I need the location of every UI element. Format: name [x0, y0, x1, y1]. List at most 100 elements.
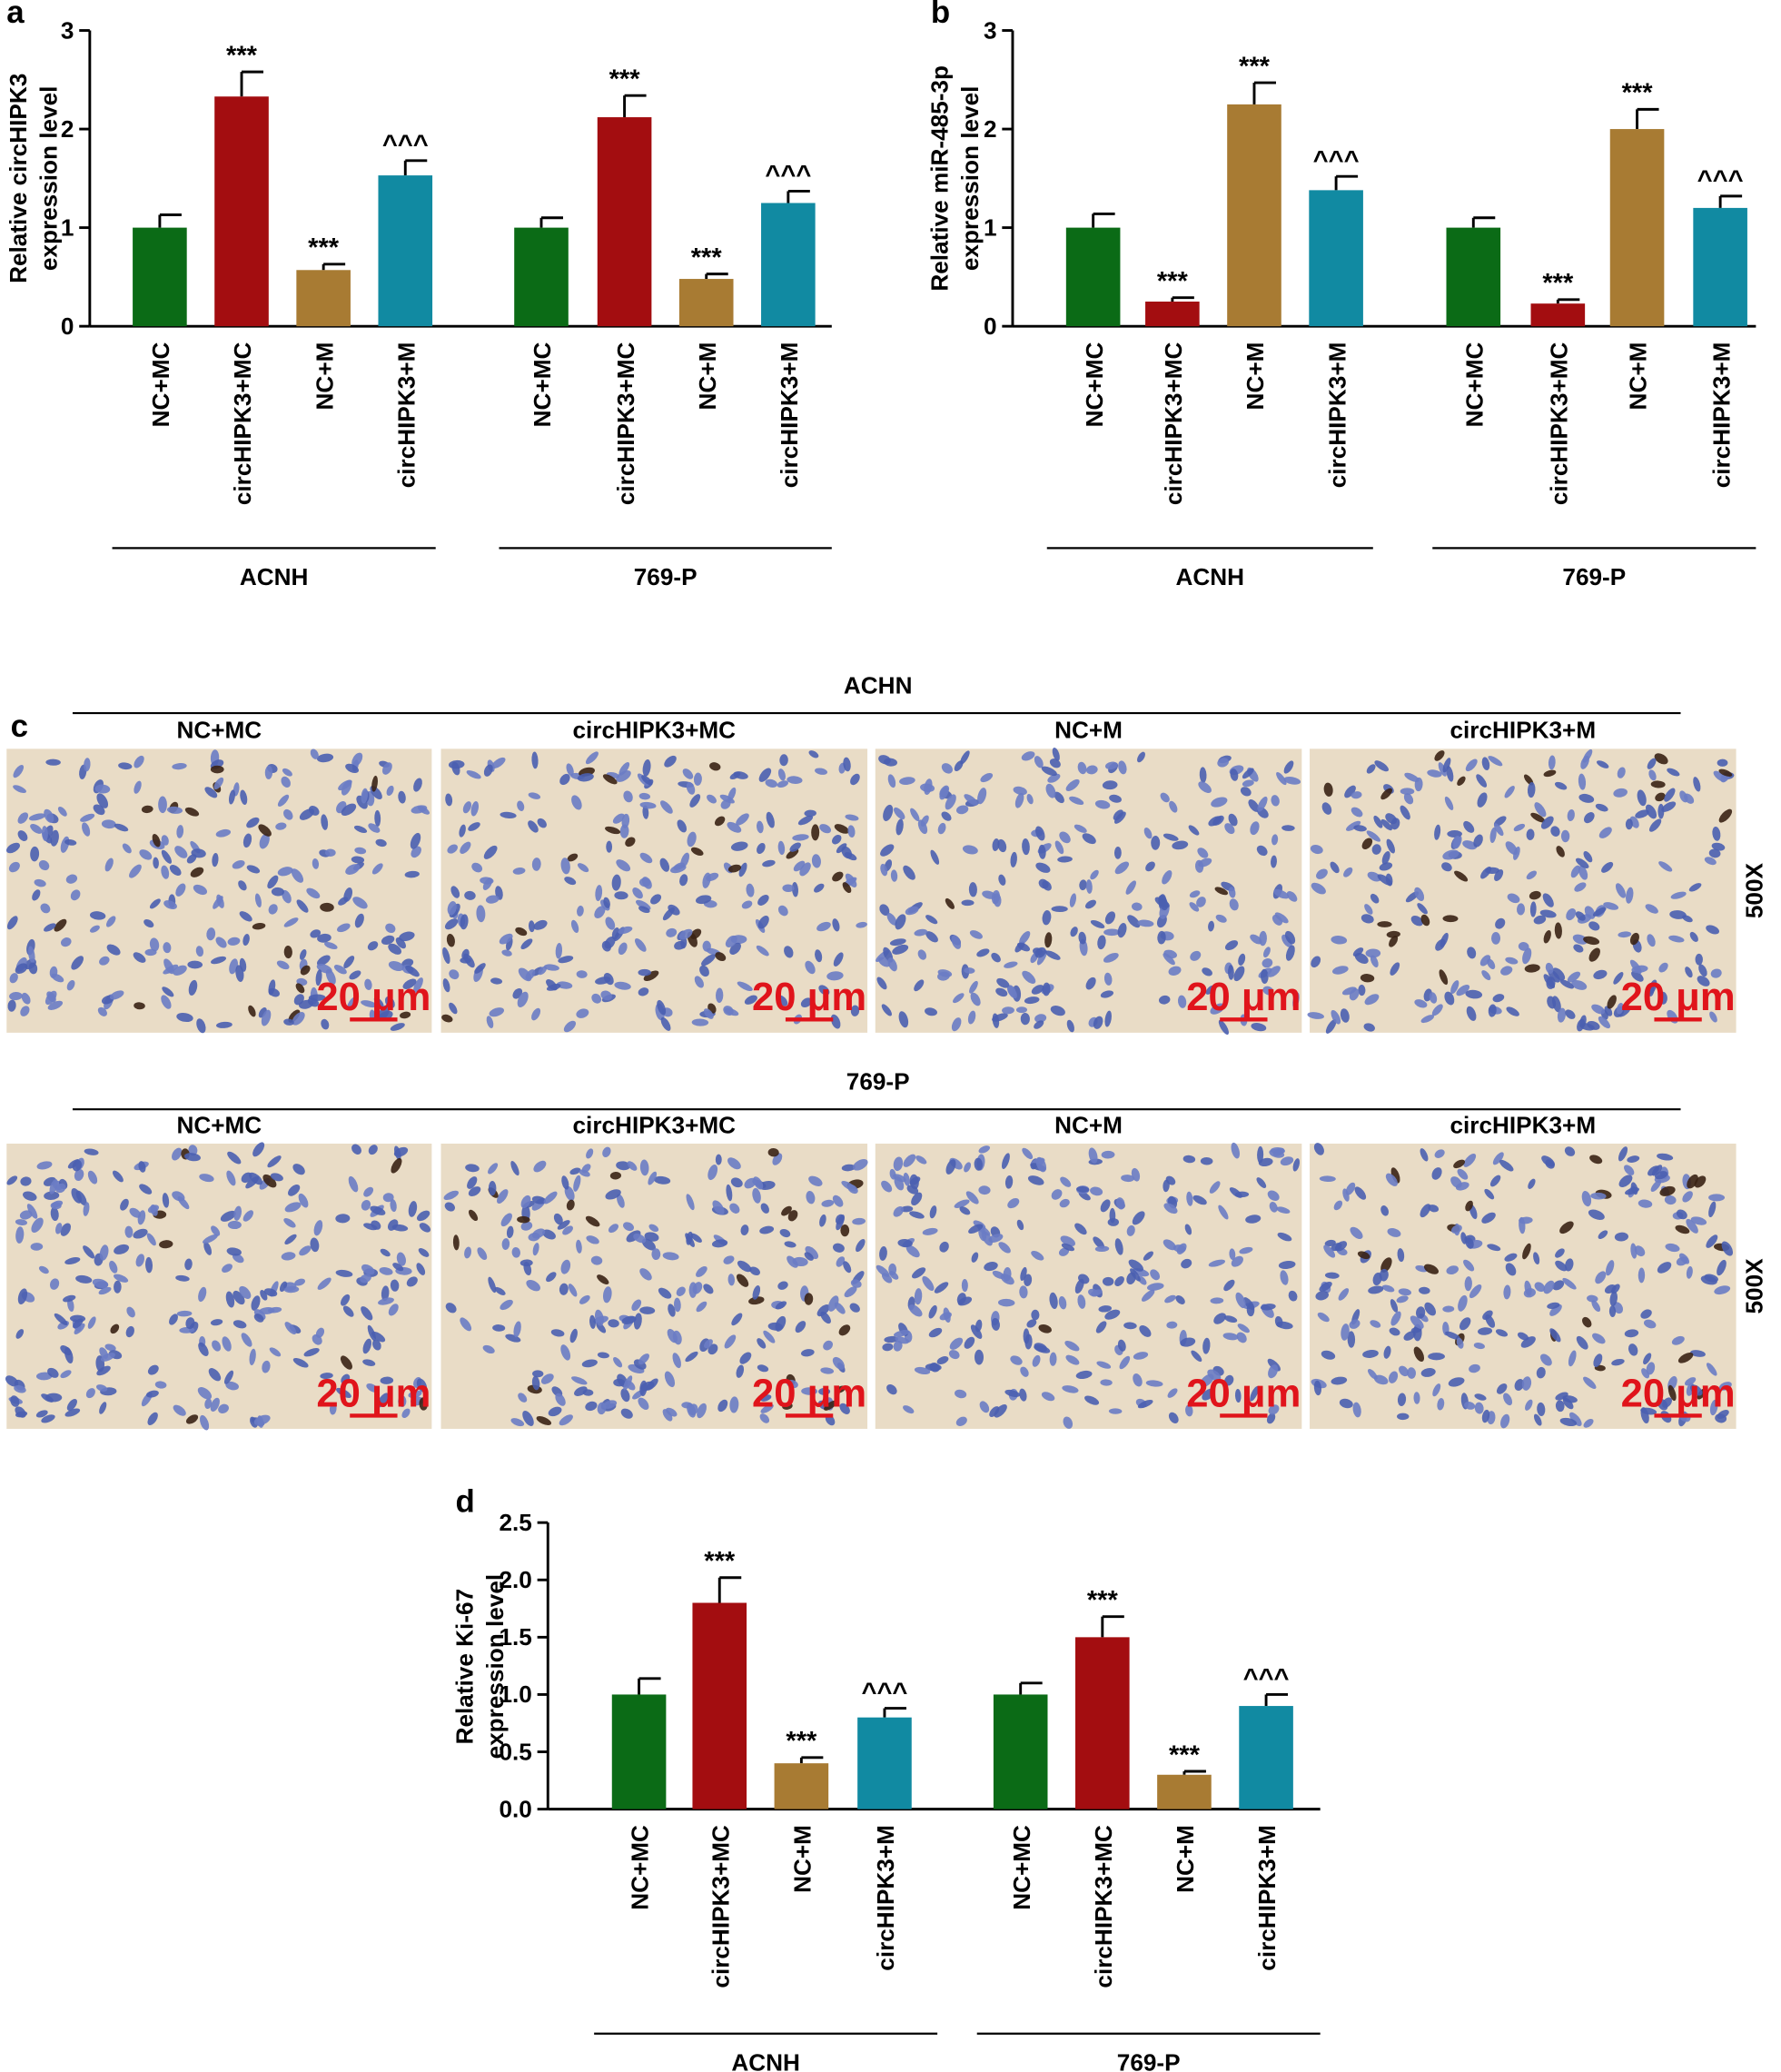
cell-nucleus — [824, 1400, 837, 1411]
cell-nucleus — [1539, 909, 1557, 918]
cell-nucleus — [1583, 1376, 1597, 1389]
bar — [514, 227, 569, 327]
cell-nucleus — [227, 1220, 242, 1230]
cell-nucleus — [361, 1000, 377, 1008]
panel-label: a — [6, 0, 25, 30]
cell-nucleus — [1607, 995, 1617, 1009]
cell-nucleus — [122, 843, 132, 854]
cell-nucleus — [202, 1234, 218, 1244]
cell-nucleus — [382, 1193, 394, 1203]
cell-nucleus — [1034, 1020, 1044, 1029]
cell-nucleus — [1706, 1363, 1717, 1376]
cell-nucleus — [1353, 825, 1367, 832]
cell-nucleus — [1020, 1012, 1030, 1026]
x-tick-label: circHIPK3+M — [1253, 1825, 1281, 1971]
cell-nucleus — [31, 1217, 44, 1234]
cell-nucleus — [1346, 820, 1361, 831]
cell-nucleus — [893, 1156, 904, 1172]
cell-nucleus — [765, 778, 778, 788]
cell-nucleus — [161, 835, 169, 846]
cell-nucleus — [9, 992, 23, 1001]
cell-nucleus — [576, 970, 588, 978]
cell-nucleus — [1007, 1198, 1020, 1209]
cell-nucleus — [460, 841, 471, 854]
cell-nucleus — [210, 1319, 223, 1326]
cell-nucleus — [1004, 961, 1018, 968]
x-tick-label: circHIPK3+M — [872, 1825, 899, 1971]
cell-nucleus — [146, 1390, 159, 1398]
cell-nucleus — [533, 919, 548, 930]
cell-nucleus — [1390, 962, 1400, 976]
cell-nucleus — [627, 1161, 638, 1171]
cell-nucleus — [1238, 953, 1246, 966]
cell-nucleus — [577, 863, 589, 873]
cell-nucleus — [283, 808, 293, 820]
cell-nucleus — [226, 1170, 236, 1186]
bar — [214, 96, 269, 327]
x-tick-label: NC+MC — [1460, 342, 1488, 427]
cell-nucleus — [1569, 1412, 1582, 1427]
cell-nucleus — [1706, 1234, 1718, 1248]
cell-nucleus — [1693, 777, 1701, 792]
cell-nucleus — [853, 1159, 868, 1171]
cell-nucleus — [1023, 1328, 1030, 1344]
cell-nucleus — [1059, 1198, 1070, 1208]
micrograph — [875, 1142, 1302, 1429]
cell-nucleus — [1121, 1175, 1135, 1183]
cell-nucleus — [106, 944, 121, 956]
cell-nucleus — [241, 1333, 252, 1347]
cell-nucleus — [1659, 1185, 1676, 1196]
cell-nucleus — [1578, 773, 1587, 790]
cell-nucleus — [664, 1371, 676, 1388]
cell-nucleus — [1108, 1408, 1123, 1414]
cell-nucleus — [1517, 1332, 1529, 1341]
cell-nucleus — [841, 1181, 856, 1192]
cell-nucleus — [850, 773, 860, 786]
cell-nucleus — [1069, 893, 1076, 907]
cell-nucleus — [1319, 1282, 1332, 1292]
cell-nucleus — [299, 949, 307, 960]
cell-nucleus — [620, 1388, 630, 1403]
cell-nucleus — [688, 1403, 698, 1415]
cell-nucleus — [1521, 1376, 1532, 1391]
cell-nucleus — [520, 938, 533, 949]
cell-nucleus — [370, 1205, 386, 1215]
cell-nucleus — [1288, 1290, 1298, 1302]
cell-nucleus — [408, 1390, 422, 1398]
cell-nucleus — [836, 1256, 846, 1267]
cell-nucleus — [172, 762, 187, 770]
cell-nucleus — [658, 1287, 672, 1299]
cell-nucleus — [1213, 1313, 1226, 1324]
cell-nucleus — [1708, 848, 1721, 858]
cell-nucleus — [1381, 1284, 1395, 1293]
cell-nucleus — [835, 1385, 846, 1393]
cell-nucleus — [1379, 1268, 1389, 1282]
cell-nucleus — [1608, 1305, 1617, 1318]
cell-nucleus — [1514, 1379, 1525, 1391]
cell-nucleus — [1583, 1418, 1594, 1428]
cell-nucleus — [1123, 1322, 1137, 1330]
cell-nucleus — [653, 1175, 671, 1185]
cell-nucleus — [47, 1367, 59, 1378]
cell-nucleus — [1185, 1404, 1193, 1417]
cell-nucleus — [605, 1189, 621, 1200]
cell-nucleus — [1413, 1346, 1425, 1362]
cell-nucleus — [567, 853, 579, 862]
y-axis-label: expression level — [481, 1574, 509, 1760]
cell-nucleus — [903, 1154, 916, 1167]
cell-nucleus — [1559, 1417, 1578, 1427]
cell-nucleus — [1697, 976, 1710, 986]
cell-nucleus — [1442, 1305, 1455, 1313]
cell-nucleus — [1500, 1413, 1510, 1429]
cell-nucleus — [1629, 932, 1639, 946]
cell-nucleus — [1539, 1353, 1552, 1366]
cell-nucleus — [569, 1328, 578, 1343]
cell-nucleus — [306, 887, 321, 899]
cell-nucleus — [915, 1155, 927, 1165]
cell-nucleus — [939, 1241, 949, 1253]
cell-nucleus — [1196, 897, 1206, 907]
cell-nucleus — [1638, 1199, 1653, 1208]
cell-nucleus — [727, 1274, 736, 1286]
column-label: circHIPK3+MC — [573, 1111, 737, 1138]
cell-nucleus — [696, 1265, 707, 1277]
